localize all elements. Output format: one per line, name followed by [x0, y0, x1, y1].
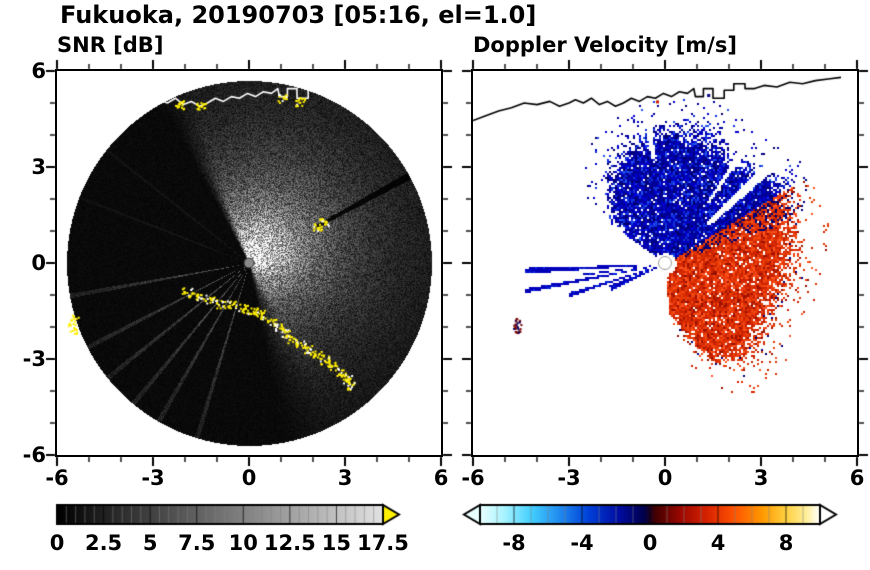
- colorbar-tick-label: 12.5: [263, 531, 316, 555]
- colorbar-tick-label: 5: [142, 531, 158, 555]
- velocity-radar-image: [473, 71, 857, 455]
- figure-title: Fukuoka, 20190703 [05:16, el=1.0]: [60, 1, 537, 29]
- colorbar-tick-label: 4: [710, 531, 726, 555]
- x-tick-label: -3: [141, 466, 165, 490]
- colorbar-tick-label: 2.5: [84, 531, 123, 555]
- y-tick-label: 3: [31, 155, 46, 179]
- colorbar-tick-label: 0: [49, 531, 65, 555]
- panel-title-snr: SNR [dB]: [57, 33, 164, 57]
- x-tick-label: -3: [557, 466, 581, 490]
- snr-plot-box: [55, 69, 443, 457]
- colorbar-tick-label: 10: [228, 531, 258, 555]
- x-tick-label: 6: [849, 466, 865, 490]
- colorbar-tick-label: 15: [321, 531, 352, 555]
- x-tick-label: 3: [753, 466, 769, 490]
- colorbar-tick-label: 8: [778, 531, 794, 555]
- x-tick-label: 6: [433, 466, 449, 490]
- velocity-plot-box: [471, 69, 859, 457]
- x-tick-label: -6: [45, 466, 69, 490]
- colorbar-tick-label: 0: [642, 531, 658, 555]
- y-tick-label: 6: [31, 59, 46, 83]
- colorbar-tick-label: -8: [502, 531, 526, 555]
- panel-title-velocity: Doppler Velocity [m/s]: [473, 33, 737, 57]
- x-tick-label: -6: [461, 466, 485, 490]
- y-tick-label: -3: [22, 347, 46, 371]
- colorbar-tick-label: 17.5: [357, 531, 409, 555]
- colorbar-tick-label: -4: [570, 531, 594, 555]
- y-tick-label: -6: [22, 443, 46, 467]
- snr-radar-image: [57, 71, 441, 455]
- x-tick-label: 0: [657, 466, 673, 490]
- x-tick-label: 0: [241, 466, 257, 490]
- x-tick-label: 3: [337, 466, 353, 490]
- y-tick-label: 0: [31, 251, 46, 275]
- colorbar-tick-label: 7.5: [178, 531, 216, 555]
